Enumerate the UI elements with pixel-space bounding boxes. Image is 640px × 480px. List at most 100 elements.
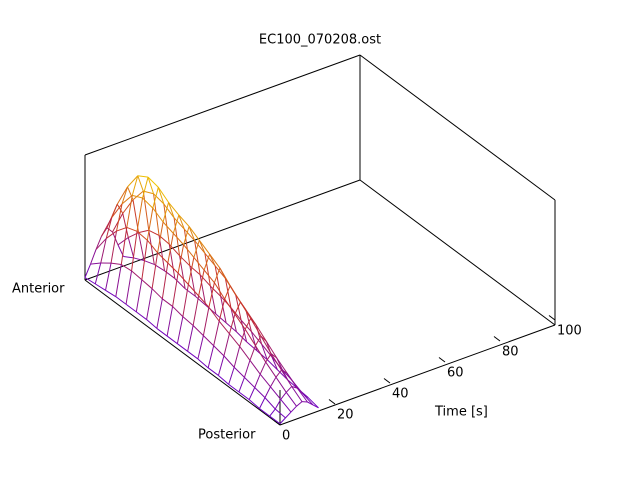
mesh-segment (192, 295, 200, 326)
mesh-segment (228, 367, 235, 385)
mesh-segment (274, 399, 282, 410)
mesh-segment (215, 313, 227, 324)
mesh-segment (187, 350, 199, 360)
mesh-segment (219, 267, 231, 286)
mesh-segment (197, 335, 204, 360)
mesh-segment (199, 274, 211, 287)
mesh-segment (291, 385, 298, 389)
mesh-segment (148, 229, 160, 236)
mesh-segment (136, 230, 148, 241)
mesh-segment (223, 333, 230, 356)
mesh-segment (194, 240, 206, 254)
mesh-segment (296, 387, 308, 403)
mesh-segment (166, 306, 174, 337)
mesh-segment (224, 285, 231, 300)
mesh-segment (156, 328, 168, 337)
mesh-segment (142, 191, 150, 231)
mesh-segment (168, 202, 180, 216)
x-tick (383, 378, 391, 384)
mesh-segment (291, 386, 303, 402)
mesh-segment (271, 356, 278, 370)
mesh-segment (167, 233, 174, 264)
mesh-segment (275, 369, 282, 378)
mesh-segment (153, 193, 165, 205)
mesh-segment (194, 240, 201, 275)
mesh-segment (255, 324, 263, 345)
mesh-segment (120, 227, 128, 265)
mesh-segment (188, 226, 200, 241)
mesh-segment (136, 197, 144, 232)
mesh-segment (285, 392, 297, 407)
mesh-segment (84, 277, 96, 285)
mesh-segment (244, 318, 252, 330)
x-tick-label: 80 (502, 345, 519, 360)
box (84, 54, 556, 426)
mesh-segment (238, 391, 250, 401)
mesh-segment (172, 214, 180, 234)
mesh-segment (182, 284, 189, 317)
mesh-segment (307, 397, 319, 409)
mesh-segment (255, 345, 267, 363)
mesh-segment (209, 285, 217, 315)
mesh-segment (233, 346, 241, 368)
x-tick (328, 399, 336, 405)
mesh-segment (204, 253, 211, 287)
mesh-segment (116, 186, 128, 205)
mesh-segment (184, 288, 196, 297)
box-edge (279, 324, 556, 426)
mesh-segment (162, 298, 173, 307)
mesh-segment (296, 401, 303, 407)
mesh-segment (204, 252, 216, 267)
mesh-segment (162, 221, 174, 234)
mesh-segment (137, 175, 144, 192)
mesh-segment (244, 329, 256, 346)
mesh-segment (105, 217, 113, 239)
box-edge (359, 54, 556, 201)
mesh-segment (125, 303, 137, 313)
mesh-segment (269, 408, 276, 417)
mesh-segment (209, 253, 221, 269)
mesh-segment (142, 176, 149, 199)
mesh-segment (302, 393, 314, 406)
mesh-segment (239, 329, 246, 347)
mesh-segment (251, 331, 263, 345)
mesh-segment (265, 353, 272, 363)
mesh-segment (265, 361, 277, 378)
mesh-segment (250, 331, 258, 351)
mesh-segment (110, 262, 122, 266)
mesh-segment (244, 377, 256, 388)
mesh-segment (213, 321, 220, 346)
mesh-segment (148, 230, 155, 265)
mesh-segment (172, 233, 184, 246)
mesh-segment (256, 350, 268, 361)
mesh-segment (146, 208, 154, 241)
mesh-segment (183, 229, 191, 266)
mesh-segment (223, 355, 235, 368)
mesh-segment (238, 377, 245, 393)
mesh-segment (121, 194, 133, 205)
mesh-segment (135, 279, 143, 312)
mesh-segment (255, 324, 267, 342)
mesh-segment (202, 307, 210, 336)
mesh-segment (280, 392, 287, 400)
mesh-segment (101, 217, 113, 237)
mesh-segment (183, 228, 195, 241)
mesh-segment (266, 359, 278, 371)
mesh-segment (203, 254, 211, 271)
mesh-segment (90, 249, 97, 265)
mesh-segment (151, 252, 159, 289)
mesh-segment (193, 240, 200, 258)
mesh-segment (250, 318, 262, 337)
mesh-segment (122, 213, 129, 238)
mesh-segment (240, 319, 252, 332)
mesh-segment (208, 282, 215, 308)
mesh-segment (264, 397, 276, 410)
mesh-segment (177, 244, 185, 274)
mesh-segment (90, 262, 101, 265)
mesh-segment (198, 240, 206, 254)
mesh-segment (199, 274, 207, 306)
mesh-segment (270, 386, 282, 400)
mesh-segment (187, 325, 194, 352)
mesh-segment (254, 373, 261, 388)
